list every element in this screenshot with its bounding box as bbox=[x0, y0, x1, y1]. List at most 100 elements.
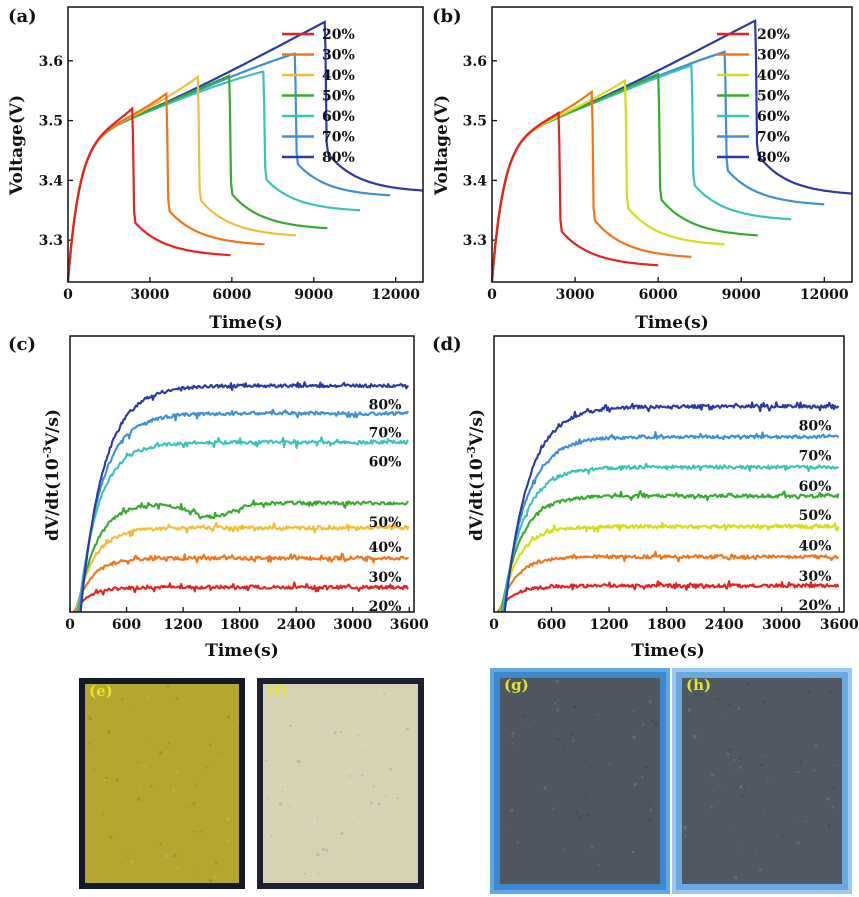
photo-texture bbox=[172, 788, 176, 792]
photo-texture bbox=[804, 820, 807, 823]
photo-texture bbox=[383, 692, 386, 695]
photo-texture bbox=[164, 854, 169, 858]
legend-label: 80% bbox=[322, 150, 355, 166]
y-tick-label: 3.6 bbox=[463, 54, 487, 70]
x-tick-label: 0 bbox=[489, 617, 499, 633]
photo-texture bbox=[322, 860, 325, 864]
photo-texture bbox=[729, 770, 731, 772]
series-line-80pct bbox=[79, 381, 409, 612]
photo-sample bbox=[263, 684, 418, 883]
legend-label: 70% bbox=[322, 130, 355, 146]
photo-texture bbox=[175, 696, 179, 700]
photo-texture bbox=[308, 686, 310, 689]
photo-texture bbox=[101, 813, 104, 816]
x-tick-label: 3600 bbox=[390, 617, 429, 633]
photo-texture bbox=[372, 690, 376, 694]
y-tick-label: 3.4 bbox=[39, 173, 64, 189]
legend-label: 50% bbox=[757, 89, 790, 105]
x-tick-label: 6000 bbox=[639, 287, 678, 303]
photo-texture bbox=[654, 722, 658, 726]
photo-texture bbox=[148, 740, 151, 743]
legend-label: 40% bbox=[757, 68, 790, 84]
y-tick-label: 3.6 bbox=[39, 54, 63, 70]
y-tick-label: 3.5 bbox=[463, 114, 487, 130]
photo-texture bbox=[192, 830, 195, 833]
series-line-40pct bbox=[499, 521, 840, 613]
photo-texture bbox=[726, 752, 730, 756]
y-tick-label: 3.3 bbox=[463, 233, 487, 249]
photo-texture bbox=[297, 759, 301, 764]
series-line-70pct bbox=[502, 430, 840, 613]
series-line-60pct bbox=[501, 462, 840, 613]
photo-texture bbox=[609, 762, 612, 765]
legend-label: 30% bbox=[757, 48, 790, 64]
photo-texture bbox=[107, 730, 111, 734]
photo-texture bbox=[93, 768, 96, 771]
photo-texture bbox=[354, 850, 356, 853]
photo-texture bbox=[579, 815, 583, 819]
photo-texture bbox=[510, 808, 514, 813]
photo-texture bbox=[648, 817, 652, 821]
series-label-50pct: 50% bbox=[799, 508, 832, 524]
photo-texture bbox=[97, 785, 100, 787]
plot-a-marks: 0 3000 6000 9000 12000 3.3 3.4 3.5 3.6 20% 30% 40% 5… bbox=[39, 20, 424, 303]
photo-texture bbox=[173, 853, 177, 858]
photo-texture bbox=[528, 688, 530, 690]
photo-texture bbox=[828, 689, 833, 694]
photo-texture bbox=[208, 879, 213, 883]
x-tick-label: 1200 bbox=[164, 617, 203, 633]
photo-texture bbox=[733, 875, 738, 880]
x-tick-label: 3000 bbox=[556, 287, 595, 303]
photo-texture bbox=[115, 778, 119, 782]
photo-texture bbox=[573, 705, 577, 709]
photo-texture bbox=[118, 822, 121, 824]
legend-label: 20% bbox=[757, 27, 790, 43]
photo-texture bbox=[632, 710, 635, 712]
plot-a-frame bbox=[67, 6, 424, 283]
plot-c-ylabel-sup: -3 bbox=[41, 446, 54, 458]
photo-texture bbox=[758, 868, 762, 871]
photo-texture bbox=[272, 728, 274, 730]
series-line-80pct bbox=[503, 401, 840, 612]
photo-texture bbox=[797, 770, 800, 774]
series-line-50pct bbox=[76, 499, 409, 612]
photo-texture bbox=[129, 860, 134, 864]
plot-b-marks: 0 3000 6000 9000 12000 3.3 3.4 3.5 3.6 20% 30% 40% 5… bbox=[463, 19, 853, 303]
series-line-30pct bbox=[497, 550, 840, 613]
photo-texture bbox=[385, 795, 388, 798]
photo-texture bbox=[560, 818, 563, 821]
photo-texture bbox=[289, 724, 292, 728]
plot-c-xlabel: Time(s) bbox=[205, 641, 279, 661]
legend-label: 50% bbox=[322, 89, 355, 105]
photo-texture bbox=[340, 831, 344, 836]
photo-texture bbox=[159, 842, 163, 845]
photo-texture bbox=[137, 770, 139, 773]
photo-texture bbox=[191, 686, 193, 689]
photo-texture bbox=[392, 778, 395, 780]
photo-texture bbox=[192, 801, 196, 806]
series-line-40pct bbox=[74, 521, 410, 613]
photo-texture bbox=[227, 715, 230, 719]
photo-texture bbox=[88, 742, 90, 745]
photo-texture bbox=[586, 813, 591, 817]
series-line-80pct bbox=[490, 19, 853, 281]
legend-label: 60% bbox=[322, 109, 355, 125]
photo-texture bbox=[159, 751, 163, 755]
photo-texture bbox=[582, 793, 586, 797]
photo-texture bbox=[303, 872, 306, 875]
panel-b: 0 3000 6000 9000 12000 3.3 3.4 3.5 3.6 20% 30% 40% 5… bbox=[432, 6, 853, 333]
series-line-60pct bbox=[66, 70, 361, 281]
photo-texture bbox=[389, 767, 393, 771]
photo-texture bbox=[87, 714, 90, 717]
photo-texture bbox=[687, 708, 691, 712]
photo-texture bbox=[693, 734, 697, 739]
photo-texture bbox=[316, 853, 320, 857]
photo-texture bbox=[766, 780, 769, 783]
photo-texture bbox=[651, 720, 655, 724]
photo-texture bbox=[126, 855, 129, 858]
plot-c-ylabel: dV/dt(10-3V/s) bbox=[41, 409, 63, 541]
series-label-60pct: 60% bbox=[799, 479, 832, 495]
x-tick-label: 3000 bbox=[333, 617, 372, 633]
photo-texture bbox=[543, 786, 547, 791]
series-line-20pct bbox=[66, 106, 231, 281]
